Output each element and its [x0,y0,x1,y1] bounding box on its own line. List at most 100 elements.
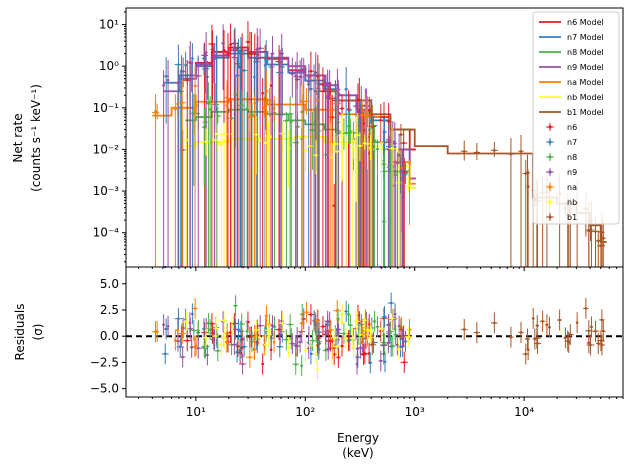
residual-point-n7 [174,308,183,330]
residual-point-n9 [355,338,360,360]
data-point-n9 [188,45,192,267]
svg-text:b1 Model: b1 Model [567,108,604,117]
residual-point-n8 [214,340,222,362]
residual-point-n7 [238,339,242,361]
data-point-n6 [224,33,232,267]
data-point-n7 [240,50,248,267]
data-point-nb [351,138,356,160]
legend-entry-n9: n9 [546,168,577,177]
data-point-n7 [334,83,337,114]
residual-point-n8 [233,295,238,317]
legend-entry-b1-model: b1 Model [539,108,604,117]
residual-point-b1 [586,334,595,356]
data-point-b1 [368,104,377,267]
residual-point-nb [218,333,225,355]
svg-text:b1: b1 [567,213,577,222]
data-point-nb [305,130,314,267]
residual-point-b1 [508,326,514,348]
data-point-na [192,93,197,135]
legend-entry-n8: n8 [546,153,577,162]
residual-point-n7 [161,343,169,365]
bottom-y-label-line2: (σ) [31,324,45,341]
svg-text:na Model: na Model [567,78,604,87]
residual-point-nb [279,313,287,334]
residual-point-b1 [535,315,540,337]
residual-point-na [192,297,198,319]
residual-point-b1 [589,316,594,338]
svg-text:n7 Model: n7 Model [567,33,604,42]
data-point-na [253,98,257,267]
residual-point-na [333,300,342,322]
residual-point-n9 [312,310,316,332]
data-point-na [253,93,257,111]
residual-point-na [272,331,276,353]
data-point-n9 [189,60,194,92]
residual-point-nb [388,308,396,330]
residual-point-n9 [384,332,392,354]
data-point-n9 [385,122,392,169]
data-point-n6 [228,23,233,267]
legend: n6 Model n7 Model n8 Model n9 Model na Model… [532,11,620,225]
residual-point-n9 [277,323,284,345]
data-point-n9 [289,57,296,98]
residual-point-nb [316,358,319,380]
data-point-nb [279,122,287,267]
data-point-nb [330,142,334,267]
data-point-b1 [508,137,514,267]
bottom-x-ticks: 10¹ 10² 10³ 10⁴ [138,397,624,419]
data-point-n7 [236,38,241,69]
residual-point-n8 [249,331,255,353]
svg-text:na: na [567,183,577,192]
residual-point-n9 [231,334,237,355]
residual-point-nb [230,315,234,337]
data-point-n8 [238,90,245,267]
data-point-nb [337,116,346,183]
data-point-na [245,103,254,132]
residual-point-nb [220,310,228,332]
residual-point-b1 [599,309,605,331]
residual-point-n8 [292,353,300,375]
data-point-n8 [245,91,249,267]
residual-point-n6 [339,335,345,357]
residual-point-nb [313,343,319,365]
residual-point-b1 [368,334,377,356]
x-tick-label: 10¹ [186,405,206,419]
data-point-nb [230,119,234,267]
residual-point-n7 [387,292,395,314]
svg-text:n6 Model: n6 Model [567,18,604,27]
residual-point-b1 [398,318,404,340]
data-point-b1 [518,135,524,267]
data-point-n7 [191,43,194,267]
data-point-nb [350,130,354,267]
legend-items: n6 Model n7 Model n8 Model n9 Model na Model… [539,18,604,222]
data-point-n9 [323,74,329,267]
residual-point-nb [331,327,339,349]
data-point-b1 [460,140,468,161]
top-y-tick-label: 10⁻² [93,142,120,156]
data-point-na [364,96,371,267]
residual-point-nb [337,312,346,334]
svg-text:nb Model: nb Model [567,93,604,102]
data-point-n9 [295,52,299,267]
residual-point-b1 [557,309,563,331]
data-point-nb [202,128,210,156]
data-point-b1 [522,159,530,267]
residual-point-nb [379,318,384,340]
data-point-n9 [327,69,332,98]
data-point-nb [344,134,348,267]
residual-point-n9 [317,333,322,355]
residual-point-n6 [336,346,341,368]
data-point-na [178,81,186,267]
residual-point-nb [214,317,218,339]
residual-point-n9 [238,353,247,375]
residual-point-nb [305,335,314,357]
svg-text:n9: n9 [567,168,577,177]
svg-text:n8 Model: n8 Model [567,48,604,57]
residual-point-n9 [399,328,406,350]
data-point-n9 [221,24,225,91]
residual-point-n7 [240,336,248,358]
data-point-n7 [184,51,187,80]
residual-point-n6 [307,304,314,326]
x-tick-label: 10⁴ [514,405,534,419]
svg-text:n6: n6 [567,123,577,132]
